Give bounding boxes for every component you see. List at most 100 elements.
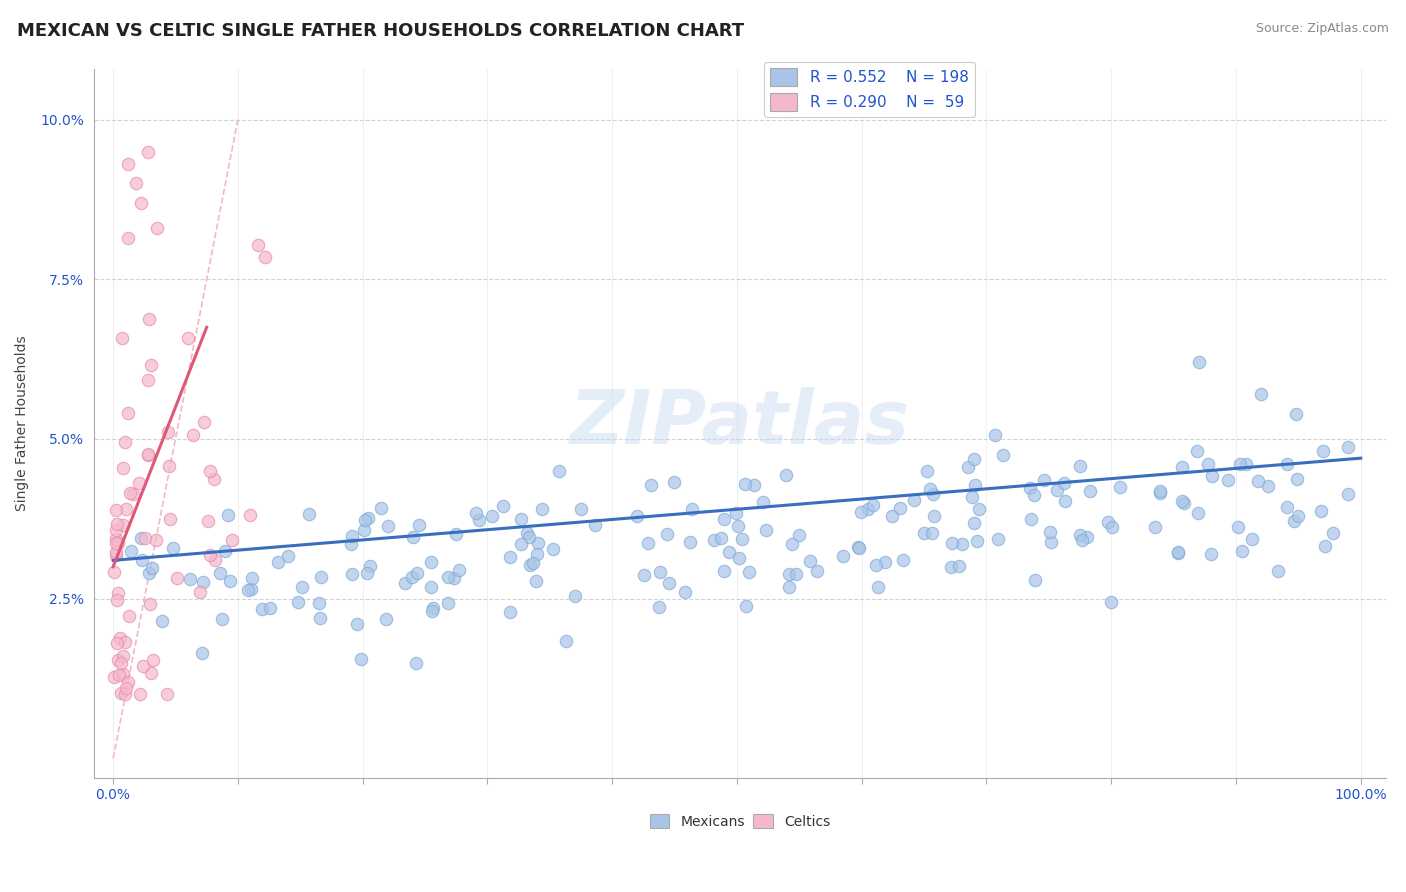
Y-axis label: Single Father Households: Single Father Households: [15, 335, 30, 511]
Point: [406, 566, 429, 580]
Point: [107, 536, 129, 550]
Point: [105, 536, 128, 550]
Point: [658, 576, 681, 591]
Text: Source: ZipAtlas.com: Source: ZipAtlas.com: [1256, 22, 1389, 36]
Point: [1021, 511, 1043, 525]
Point: [1216, 473, 1239, 487]
Point: [963, 478, 986, 492]
Point: [527, 536, 550, 550]
Point: [177, 331, 200, 345]
Point: [778, 567, 800, 582]
Point: [359, 559, 381, 574]
Point: [214, 544, 236, 558]
Point: [789, 528, 811, 542]
Point: [531, 501, 554, 516]
Legend: Mexicans, Celtics: Mexicans, Celtics: [644, 809, 835, 834]
Point: [1144, 519, 1167, 533]
Point: [104, 548, 127, 562]
Point: [221, 533, 243, 548]
Point: [1285, 472, 1308, 486]
Point: [1275, 500, 1298, 514]
Point: [963, 516, 986, 530]
Point: [103, 565, 125, 579]
Point: [922, 508, 945, 523]
Point: [110, 656, 132, 670]
Point: [734, 599, 756, 613]
Point: [115, 502, 138, 516]
Point: [1053, 475, 1076, 490]
Point: [1167, 545, 1189, 559]
Point: [703, 533, 725, 547]
Point: [1241, 532, 1264, 546]
Point: [156, 425, 179, 439]
Point: [339, 536, 361, 550]
Point: [1053, 494, 1076, 508]
Point: [948, 559, 970, 574]
Point: [1267, 564, 1289, 578]
Point: [941, 536, 963, 550]
Point: [987, 532, 1010, 546]
Point: [468, 513, 491, 527]
Point: [254, 250, 277, 264]
Point: [583, 518, 606, 533]
Point: [728, 550, 751, 565]
Point: [298, 507, 321, 521]
Point: [146, 221, 169, 235]
Point: [108, 632, 131, 646]
Text: MEXICAN VS CELTIC SINGLE FATHER HOUSEHOLDS CORRELATION CHART: MEXICAN VS CELTIC SINGLE FATHER HOUSEHOL…: [17, 22, 744, 40]
Text: ZIPatlas: ZIPatlas: [569, 386, 910, 459]
Point: [1167, 546, 1189, 560]
Point: [891, 553, 914, 567]
Point: [1230, 543, 1253, 558]
Point: [738, 565, 761, 579]
Point: [1313, 539, 1336, 553]
Point: [1250, 387, 1272, 401]
Point: [517, 530, 540, 544]
Point: [162, 541, 184, 556]
Point: [240, 582, 263, 596]
Point: [1033, 473, 1056, 487]
Point: [832, 549, 855, 563]
Point: [673, 585, 696, 599]
Point: [136, 447, 159, 461]
Point: [309, 570, 332, 584]
Point: [778, 580, 800, 594]
Point: [308, 611, 330, 625]
Point: [117, 231, 139, 245]
Point: [141, 560, 163, 574]
Point: [157, 459, 180, 474]
Point: [139, 358, 162, 372]
Point: [637, 536, 659, 550]
Point: [526, 547, 548, 561]
Point: [922, 487, 945, 501]
Point: [681, 501, 703, 516]
Point: [357, 510, 380, 524]
Point: [449, 563, 471, 577]
Point: [849, 505, 872, 519]
Point: [1201, 468, 1223, 483]
Point: [443, 571, 465, 585]
Point: [966, 533, 988, 548]
Point: [259, 601, 281, 615]
Point: [1236, 457, 1258, 471]
Point: [181, 428, 204, 442]
Point: [240, 571, 263, 585]
Point: [1018, 481, 1040, 495]
Point: [1285, 407, 1308, 421]
Point: [131, 553, 153, 567]
Point: [111, 667, 134, 681]
Point: [1187, 506, 1209, 520]
Point: [780, 537, 803, 551]
Point: [114, 681, 136, 695]
Point: [118, 609, 141, 624]
Point: [420, 604, 443, 618]
Point: [564, 590, 586, 604]
Point: [524, 574, 547, 589]
Point: [499, 549, 522, 564]
Point: [375, 612, 398, 626]
Point: [103, 670, 125, 684]
Point: [136, 145, 159, 159]
Point: [1069, 528, 1091, 542]
Point: [346, 617, 368, 632]
Point: [191, 646, 214, 660]
